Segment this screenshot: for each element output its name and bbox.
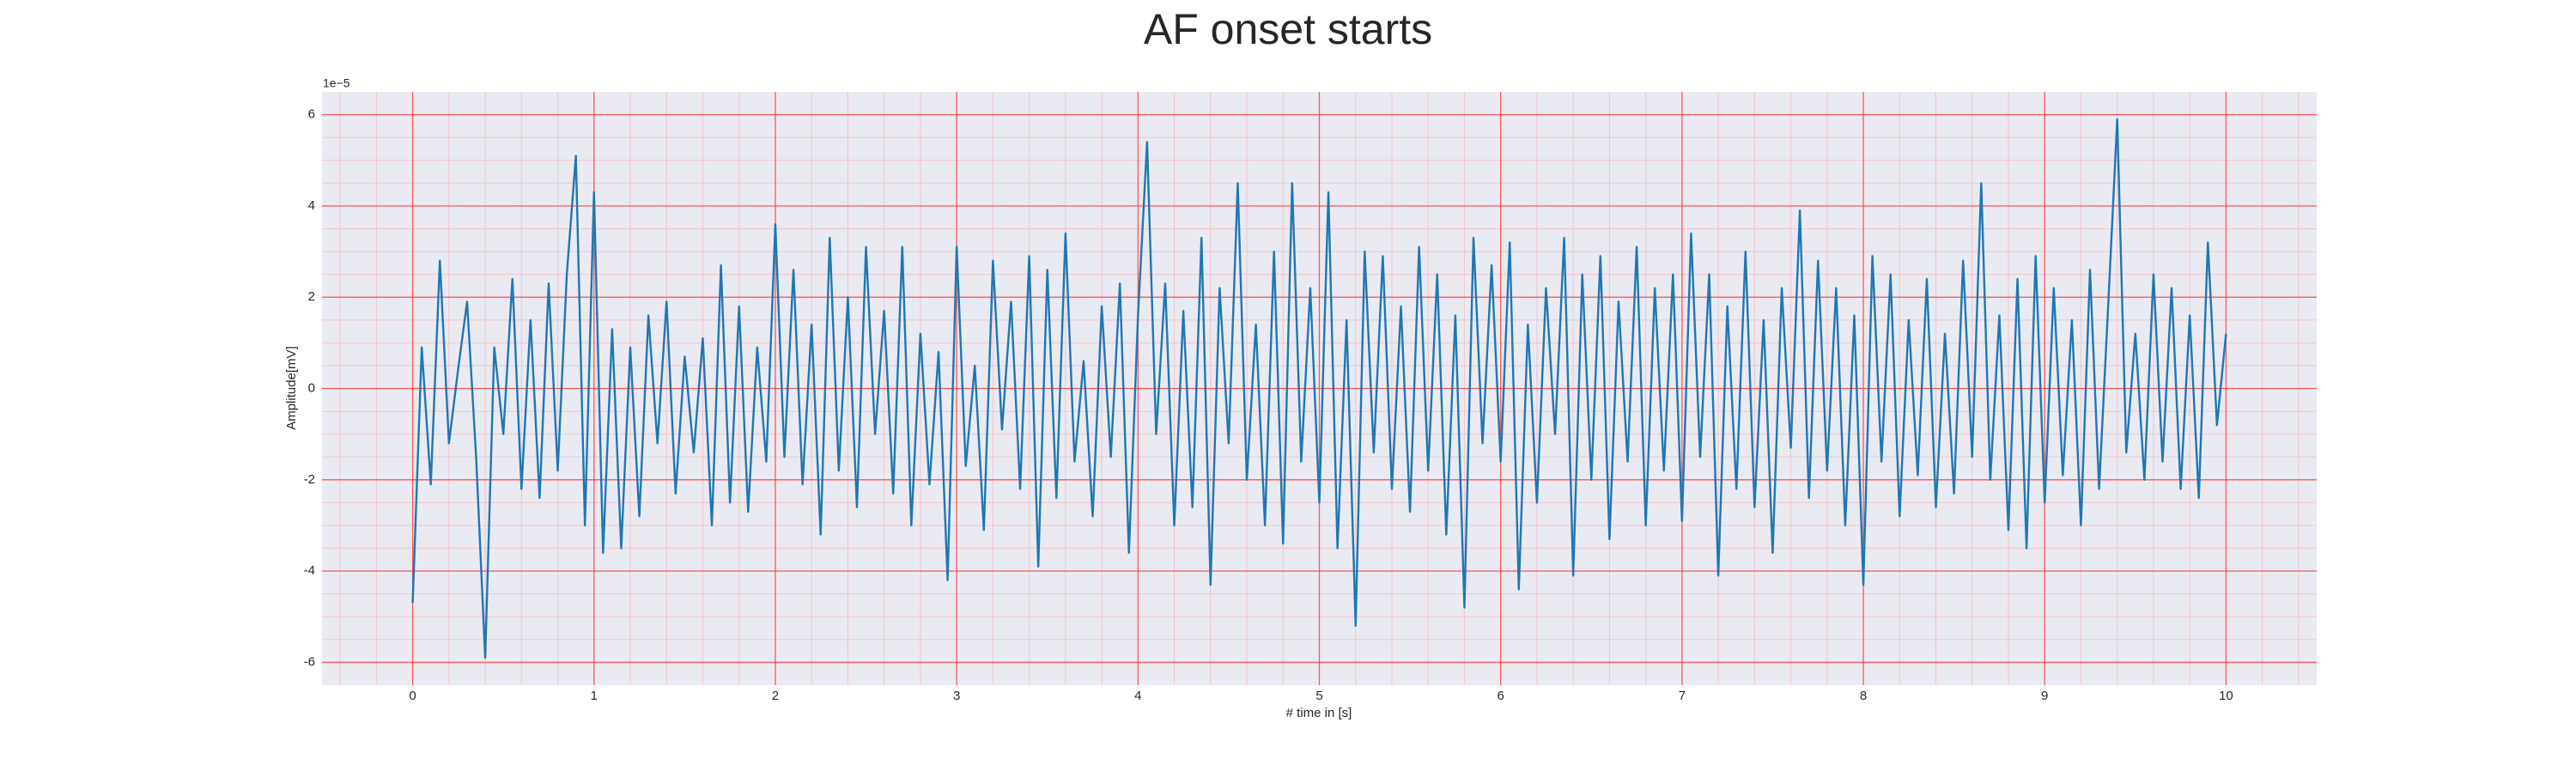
y-tick-label: -6 xyxy=(304,654,315,669)
chart-title: AF onset starts xyxy=(1144,5,1432,53)
x-tick-label: 1 xyxy=(591,689,598,703)
grid xyxy=(322,92,2317,685)
y-tick-label: -2 xyxy=(304,472,315,487)
x-tick-label: 10 xyxy=(2219,689,2233,703)
y-tick-label: 6 xyxy=(308,107,315,122)
x-tick-label: 0 xyxy=(409,689,416,703)
x-axis-label: # time in [s] xyxy=(1286,706,1352,720)
signal-line xyxy=(411,118,2227,659)
x-tick-label: 6 xyxy=(1498,689,1504,703)
y-offset-label: 1e−5 xyxy=(323,76,350,90)
x-tick-label: 4 xyxy=(1134,689,1141,703)
y-tick-label: -4 xyxy=(304,563,315,578)
x-tick-label: 9 xyxy=(2041,689,2048,703)
x-tick-label: 8 xyxy=(1860,689,1867,703)
y-tick-label: 4 xyxy=(308,198,315,213)
x-tick-label: 5 xyxy=(1315,689,1322,703)
x-tick-label: 7 xyxy=(1679,689,1686,703)
x-tick-label: 3 xyxy=(953,689,960,703)
y-tick-label: 0 xyxy=(308,380,315,395)
y-tick-label: 2 xyxy=(308,289,315,304)
x-tick-label: 2 xyxy=(772,689,779,703)
y-axis-label: Amplitude[mV] xyxy=(284,346,299,430)
